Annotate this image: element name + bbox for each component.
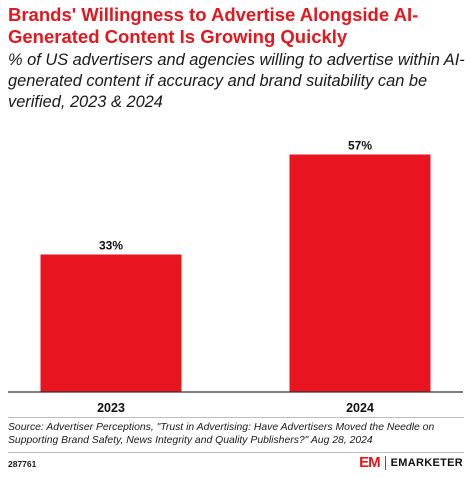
emarketer-logo-icon: EM xyxy=(359,454,380,471)
x-tick-label-2023: 2023 xyxy=(97,401,125,415)
brand-separator xyxy=(384,456,386,470)
x-tick-label-2024: 2024 xyxy=(346,401,374,415)
brand-name: EMARKETER xyxy=(390,457,463,469)
value-label-2023: 33% xyxy=(99,239,123,253)
brand-block[interactable]: EM EMARKETER xyxy=(359,455,463,471)
bar-2024 xyxy=(289,154,431,392)
value-label-2024: 57% xyxy=(348,139,372,153)
footer-divider xyxy=(8,417,464,418)
chart-title: Brands' Willingness to Advertise Alongsi… xyxy=(8,4,419,47)
chart-subtitle: % of US advertisers and agencies willing… xyxy=(8,51,465,111)
source-note: Source: Advertiser Perceptions, "Trust i… xyxy=(8,422,435,446)
footer-divider-bottom xyxy=(8,452,464,453)
bar-2023 xyxy=(40,254,182,392)
chart-id: 287761 xyxy=(8,459,37,469)
